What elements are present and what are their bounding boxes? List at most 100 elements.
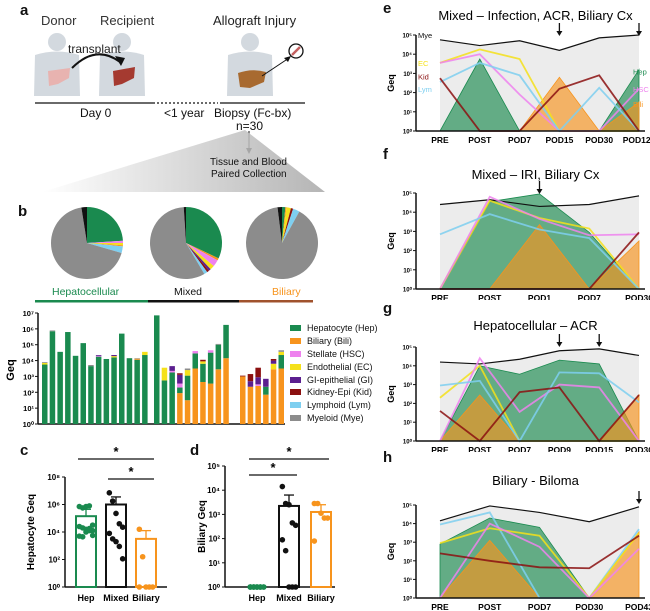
x-tick-label-hep: Hep — [77, 593, 95, 603]
legend-label: Myeloid (Mye) — [307, 412, 364, 423]
pie-slice-hsc — [186, 243, 218, 266]
recipient-liver-icon — [113, 67, 135, 86]
bar-segment-bili — [177, 393, 183, 424]
series-label-mye: Mye — [418, 31, 432, 40]
group-bar-hepatocellular — [35, 300, 148, 303]
x-tick-label: POD30 — [625, 293, 650, 300]
x-tick-label-hep: Hep — [248, 593, 266, 603]
bar-segment-bili — [255, 385, 261, 424]
bar-segment-mye — [184, 368, 191, 371]
pie-slice-black — [183, 207, 186, 243]
bar-segment-bili — [223, 358, 229, 424]
bar-segment-hep — [95, 356, 102, 424]
pie-slice-lym — [282, 208, 300, 243]
line-lym — [439, 213, 640, 290]
legend-item: Myeloid (Mye) — [290, 412, 380, 425]
bar-segment-hep — [207, 352, 214, 384]
y-tick-label: 10⁴ — [402, 522, 412, 528]
mean-bar-mixed — [278, 504, 300, 588]
bar-segment-ec — [161, 367, 168, 381]
timecourse-chart-e: Mixed – Infection, ACR, Biliary Cx 10⁰ 10¹… — [386, 8, 650, 145]
collection-label-2: Paired Collection — [211, 169, 287, 180]
pie-charts — [35, 207, 318, 303]
timecourse-chart-h: Biliary - Biloma 10⁰ 10¹ 10² 10³ 10⁴ 10⁵ Geq PRE… — [386, 473, 650, 611]
pie-slice-black — [81, 207, 87, 243]
data-point — [79, 534, 86, 540]
bar-segment-hsc — [207, 350, 214, 353]
x-tick-label: POD43 — [625, 602, 650, 611]
bar-segment-ec — [184, 370, 191, 376]
bar-segment-gi — [247, 381, 254, 387]
pie-slice-mye — [51, 207, 122, 279]
y-tick-label: 10⁵ — [403, 346, 413, 352]
x-tick-label: PRE — [431, 445, 449, 452]
panel-label-b: b — [18, 203, 28, 220]
panel-a-illustration — [34, 33, 325, 192]
mean-bar-mixed — [105, 503, 127, 588]
legend-label: Lymphoid (Lym) — [307, 400, 371, 411]
bar-segment-hep — [72, 355, 79, 424]
y-tick-label: 10¹ — [208, 559, 220, 568]
pie-slice-bili — [87, 243, 123, 247]
pie-label-mixed: Mixed — [174, 286, 203, 298]
bar-segment-hep — [223, 324, 229, 359]
line-mye — [439, 34, 640, 51]
legend-label: Biliary (Bili) — [307, 336, 352, 347]
bar-segment-hep — [119, 333, 125, 424]
bar-segment-mye — [278, 350, 284, 352]
y-tick-label: 10³ — [403, 229, 412, 236]
y-tick-label: 10⁴ — [47, 528, 60, 537]
y-tick-label: 10⁵ — [22, 341, 34, 350]
y-tick-label: 10² — [48, 556, 60, 565]
bar-segment-bili — [263, 394, 269, 424]
data-point — [86, 503, 93, 509]
bar-segment-bili — [200, 381, 206, 424]
legend-item: Lymphoid (Lym) — [290, 399, 380, 412]
data-point — [257, 584, 264, 590]
legend-swatch — [290, 376, 301, 383]
bar-segment-kid — [255, 367, 261, 378]
legend-label: GI-epithelial (GI) — [307, 374, 374, 385]
bar-segment-gi — [255, 377, 261, 385]
pie-slice-bili — [186, 243, 219, 261]
y-tick-label: 10³ — [403, 540, 412, 547]
bar-segment-kid — [200, 359, 206, 362]
y-tick-label: 10⁶ — [22, 325, 34, 334]
legend-swatch — [290, 402, 301, 409]
y-tick-label: 10⁰ — [403, 129, 413, 136]
event-arrowhead-icon — [596, 342, 603, 347]
data-point — [109, 498, 116, 504]
bar-segment-ec — [42, 362, 48, 365]
y-tick-label: 10⁰ — [48, 583, 61, 592]
sample-count-label: n=30 — [236, 119, 264, 133]
bar-segment-mye — [88, 365, 94, 367]
pie-label-biliary: Biliary — [272, 286, 301, 298]
bar-segment-kid — [270, 358, 277, 361]
y-tick-label: 10¹ — [403, 577, 412, 584]
data-point — [292, 522, 299, 529]
x-tick-label: POD30 — [625, 445, 650, 452]
y-tick-label: 10⁴ — [207, 486, 220, 495]
bar-segment-kid — [247, 374, 254, 382]
bar-segment-hep — [65, 332, 71, 424]
bar-segment-hep — [57, 351, 63, 424]
data-point — [89, 532, 96, 539]
bar-segment-ec — [270, 363, 277, 370]
data-point — [279, 537, 286, 543]
bar-segment-mye — [49, 330, 56, 332]
x-tick-label: POD7 — [528, 602, 551, 611]
y-tick-label: 10⁸ — [47, 473, 60, 482]
legend-label: Stellate (HSC) — [307, 348, 365, 359]
donor-liver-icon — [48, 68, 70, 86]
legend-label: Endothelial (EC) — [307, 361, 373, 372]
line-hsc — [439, 195, 640, 290]
y-tick-label: 10⁵ — [207, 462, 220, 471]
data-point — [119, 524, 126, 530]
significance-star: * — [128, 464, 134, 479]
pie-slice-kid — [186, 243, 209, 273]
bar-segment-ec — [200, 361, 206, 364]
legend-item: Endothelial (EC) — [290, 360, 380, 373]
event-arrowhead-icon — [556, 342, 563, 347]
legend-swatch — [290, 350, 301, 357]
series-label-ec: EC — [418, 59, 429, 68]
